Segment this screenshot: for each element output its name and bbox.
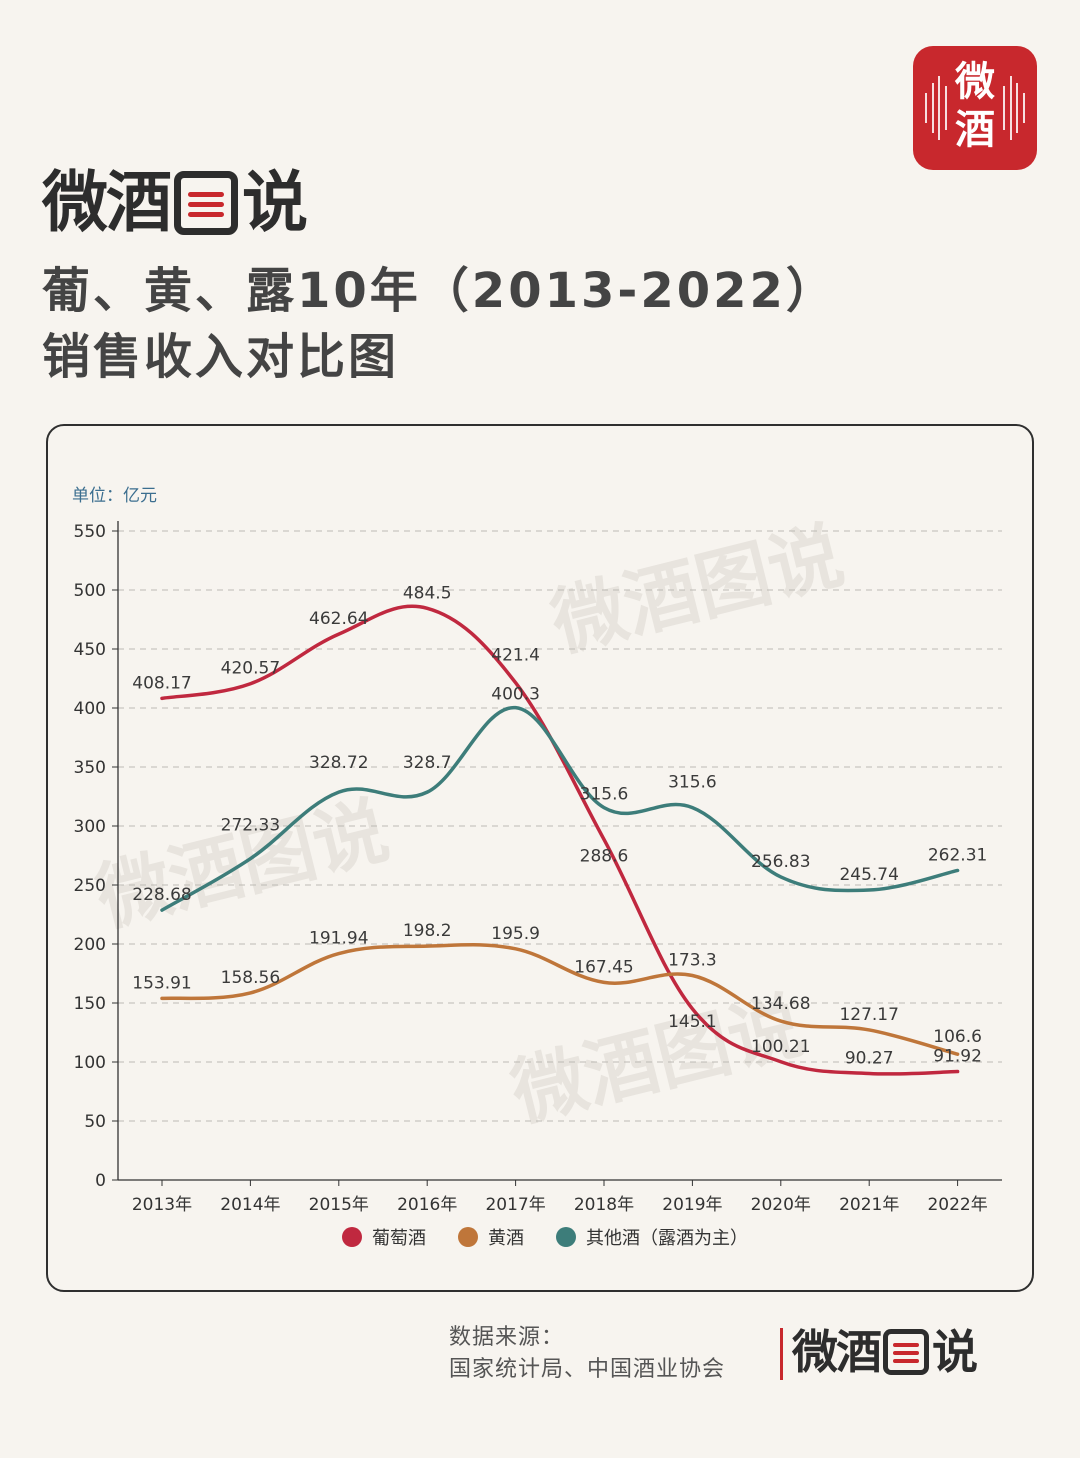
unit-label: 单位：亿元	[72, 486, 157, 506]
data-label-grape: 90.27	[845, 1048, 894, 1068]
y-tick-label: 0	[95, 1171, 106, 1191]
data-label-grape: 100.21	[751, 1037, 810, 1057]
data-label-yellow: 134.68	[751, 994, 810, 1014]
footer-brand-logo: 微 酒 说	[792, 1322, 978, 1382]
data-label-other: 262.31	[928, 845, 987, 865]
y-tick-label: 300	[74, 817, 106, 837]
legend-label-yellow: 黄酒	[488, 1228, 524, 1249]
source-heading: 数据来源：	[449, 1325, 565, 1350]
data-label-other: 272.33	[221, 816, 280, 836]
x-tick-label: 2013年	[132, 1195, 192, 1215]
x-tick-label: 2014年	[220, 1195, 280, 1215]
chart-legend: 葡萄酒 黄酒 其他酒（露酒为主）	[0, 1224, 1080, 1250]
data-label-other: 328.7	[403, 753, 452, 773]
chart-glyph-icon	[174, 171, 238, 235]
title-line-1: 葡、黄、露10年（2013-2022）	[42, 263, 837, 319]
data-label-other: 315.6	[580, 785, 629, 805]
source-text: 国家统计局、中国酒业协会	[449, 1357, 726, 1382]
y-tick-label: 450	[74, 640, 106, 660]
footer-brand-char-2: 酒	[836, 1325, 882, 1379]
data-label-other: 315.6	[668, 773, 717, 793]
data-label-yellow: 127.17	[839, 1005, 898, 1025]
x-tick-label: 2017年	[485, 1195, 545, 1215]
series-line-yellow	[160, 942, 960, 1056]
x-tick-label: 2016年	[397, 1195, 457, 1215]
x-tick-label: 2015年	[309, 1195, 369, 1215]
data-label-other: 245.74	[839, 865, 898, 885]
footer-divider	[780, 1328, 783, 1380]
legend-item-yellow: 黄酒	[458, 1224, 524, 1250]
badge-char-1: 微	[955, 58, 995, 105]
x-tick-label: 2018年	[574, 1195, 634, 1215]
data-label-yellow: 106.6	[933, 1027, 982, 1047]
brand-char-3: 说	[242, 164, 308, 241]
brand-char-1: 微	[42, 164, 108, 241]
brand-badge: 微 酒	[913, 46, 1037, 170]
chart-card	[46, 424, 1034, 1292]
series-line-grape	[160, 604, 960, 1076]
data-label-yellow: 153.91	[132, 973, 191, 993]
data-label-yellow: 158.56	[221, 968, 280, 988]
data-label-grape: 288.6	[580, 846, 629, 866]
brand-char-2: 酒	[106, 164, 172, 241]
x-tick-label: 2020年	[751, 1195, 811, 1215]
y-tick-label: 100	[74, 1053, 106, 1073]
data-label-other: 400.3	[491, 685, 540, 705]
data-label-grape: 145.1	[668, 1012, 717, 1032]
badge-char-2: 酒	[955, 106, 995, 153]
x-tick-label: 2019年	[662, 1195, 722, 1215]
legend-item-grape: 葡萄酒	[342, 1224, 426, 1250]
y-tick-label: 250	[74, 876, 106, 896]
y-tick-label: 500	[74, 581, 106, 601]
data-label-other: 256.83	[751, 852, 810, 872]
data-label-yellow: 198.2	[403, 921, 452, 941]
data-label-other: 328.72	[309, 753, 368, 773]
y-tick-label: 50	[84, 1112, 106, 1132]
data-label-yellow: 191.94	[309, 929, 368, 949]
y-tick-label: 150	[74, 994, 106, 1014]
data-label-grape: 462.64	[309, 609, 368, 629]
brand-logo: 微 酒 说	[42, 164, 308, 241]
data-label-yellow: 195.9	[491, 924, 540, 944]
data-label-grape: 421.4	[491, 646, 540, 666]
badge-bars-right	[1003, 76, 1025, 140]
legend-dot-yellow	[458, 1227, 478, 1247]
legend-item-other: 其他酒（露酒为主）	[556, 1224, 748, 1250]
data-label-grape: 91.92	[933, 1047, 982, 1067]
badge-bars-left	[925, 76, 947, 140]
data-label-grape: 484.5	[403, 583, 452, 603]
footer-chart-glyph-icon	[883, 1329, 929, 1375]
page-title: 葡、黄、露10年（2013-2022） 销售收入对比图	[42, 258, 837, 390]
y-tick-label: 400	[74, 699, 106, 719]
y-tick-label: 200	[74, 935, 106, 955]
legend-dot-grape	[342, 1227, 362, 1247]
y-tick-label: 350	[74, 758, 106, 778]
legend-label-grape: 葡萄酒	[372, 1228, 426, 1249]
x-tick-label: 2021年	[839, 1195, 899, 1215]
data-label-yellow: 167.45	[574, 957, 633, 977]
footer-brand-char-1: 微	[792, 1325, 838, 1379]
legend-dot-other	[556, 1227, 576, 1247]
title-line-2: 销售收入对比图	[42, 329, 400, 385]
data-source: 数据来源： 国家统计局、中国酒业协会	[449, 1322, 725, 1386]
series-line-other	[160, 705, 960, 912]
data-label-other: 228.68	[132, 885, 191, 905]
data-label-yellow: 173.3	[668, 951, 717, 971]
x-tick-label: 2022年	[927, 1195, 987, 1215]
footer-brand-char-3: 说	[932, 1325, 978, 1379]
data-label-grape: 408.17	[132, 673, 191, 693]
legend-label-other: 其他酒（露酒为主）	[586, 1228, 748, 1249]
y-tick-label: 550	[74, 522, 106, 542]
data-label-grape: 420.57	[221, 659, 280, 679]
